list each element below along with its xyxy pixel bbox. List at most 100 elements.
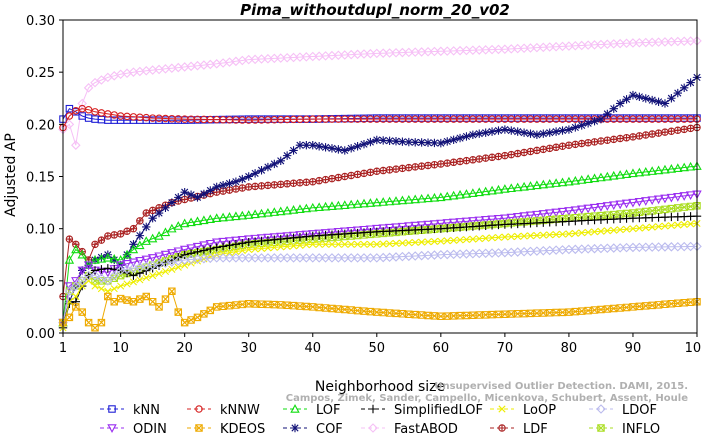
data-point-loop — [501, 233, 509, 241]
data-point-loop — [334, 240, 342, 248]
data-point-simplifiedlof — [103, 264, 113, 273]
data-point-odin — [448, 218, 459, 228]
data-point-kdeos — [136, 295, 144, 303]
data-point-ldf — [558, 142, 567, 150]
data-point-simplifiedlof — [257, 236, 266, 246]
data-point-cof — [513, 127, 522, 136]
data-point-cof — [532, 130, 542, 139]
data-point-loop — [168, 265, 176, 273]
x-tick-label: 50 — [369, 341, 386, 356]
legend-marker — [368, 404, 378, 414]
data-point-lof — [256, 208, 267, 218]
data-point-loop — [117, 282, 125, 290]
data-point-lof — [186, 217, 196, 227]
data-point-ldof — [64, 286, 75, 297]
legend-item-odin: ODIN — [100, 422, 167, 434]
data-point-ldf — [321, 175, 330, 184]
data-point-ldf — [430, 161, 439, 169]
data-point-ldof — [679, 241, 689, 252]
data-point-odin — [340, 227, 350, 237]
data-point-kdeos — [123, 296, 131, 304]
legend-item-lof: LOF — [283, 403, 341, 418]
data-point-loop — [309, 240, 317, 248]
data-point-ldf — [501, 151, 509, 160]
data-point-loop — [353, 240, 362, 248]
legend: kNN kNNW LOF SimplifiedLOF LoOP LDOF ODIN KDEOS… — [100, 403, 660, 434]
data-point-odin — [647, 196, 657, 206]
data-point-odin — [673, 192, 683, 202]
data-point-fastabod — [493, 44, 504, 55]
data-point-loop — [398, 239, 407, 247]
data-point-lof — [500, 184, 510, 193]
series-line-fastabod — [62, 40, 698, 146]
data-point-simplifiedlof — [282, 234, 292, 243]
data-point-kdeos — [187, 316, 195, 324]
data-point-fastabod — [96, 75, 107, 85]
legend-marker — [107, 424, 117, 433]
data-point-lof — [64, 255, 75, 264]
data-point-ldof — [243, 253, 254, 263]
data-point-ldf — [123, 227, 131, 235]
data-point-loop — [110, 285, 118, 293]
data-point-fastabod — [647, 37, 657, 48]
data-point-fastabod — [461, 45, 472, 56]
data-point-kdeos — [168, 287, 176, 296]
data-point-loop — [328, 240, 336, 248]
data-point-cof — [449, 135, 458, 144]
x-tick-label: 60 — [433, 341, 450, 356]
data-point-fastabod — [436, 46, 446, 57]
data-point-ldf — [373, 167, 381, 175]
data-point-lof — [167, 223, 177, 233]
data-point-cof — [129, 240, 138, 249]
data-point-simplifiedlof — [97, 265, 106, 274]
data-point-lof — [115, 255, 126, 264]
data-point-ldf — [597, 137, 605, 145]
data-point-cof — [206, 186, 215, 195]
data-point-cof — [398, 137, 407, 146]
data-point-odin — [192, 242, 203, 252]
data-point-lof — [295, 204, 305, 214]
data-point-ldf — [603, 136, 612, 144]
data-point-loop — [289, 242, 298, 250]
data-point-kdeos — [180, 318, 189, 327]
data-point-ldf — [552, 143, 560, 151]
data-point-lof — [474, 187, 484, 197]
data-point-lof — [577, 175, 587, 184]
data-point-lof — [179, 218, 190, 228]
data-point-ldf — [315, 177, 323, 185]
data-point-loop — [482, 234, 490, 242]
data-point-ldof — [685, 241, 696, 252]
data-point-lof — [557, 177, 568, 187]
data-point-lof — [205, 214, 216, 224]
data-point-odin — [282, 232, 292, 241]
data-point-odin — [122, 259, 132, 269]
data-point-lof — [609, 170, 619, 180]
data-point-cof — [615, 99, 625, 108]
data-point-simplifiedlof — [276, 234, 285, 244]
legend-label: kNNW — [220, 403, 260, 418]
data-point-knnw — [65, 112, 74, 120]
data-point-inflo — [654, 206, 663, 214]
data-point-loop — [225, 249, 234, 257]
data-point-lof — [372, 197, 382, 207]
data-point-lof — [173, 221, 183, 230]
data-point-lof — [224, 212, 235, 221]
data-point-loop — [321, 240, 330, 248]
data-point-ldof — [224, 253, 235, 263]
data-point-odin — [602, 202, 613, 211]
x-tick-label: 30 — [240, 341, 257, 356]
data-point-lof — [468, 188, 478, 197]
data-point-inflo — [629, 209, 637, 217]
data-point-fastabod — [71, 140, 81, 150]
x-tick-label: 20 — [176, 341, 193, 356]
data-point-cof — [231, 177, 241, 186]
data-point-odin — [288, 231, 299, 241]
data-point-ldf — [481, 154, 490, 162]
legend-label: COF — [316, 422, 343, 434]
data-point-ldof — [359, 253, 369, 263]
data-point-ldf — [244, 183, 253, 191]
data-point-cof — [302, 141, 311, 150]
data-point-lof — [628, 168, 638, 178]
legend-item-fastabod: FastABOD — [361, 422, 458, 434]
data-point-ldof — [487, 248, 497, 258]
